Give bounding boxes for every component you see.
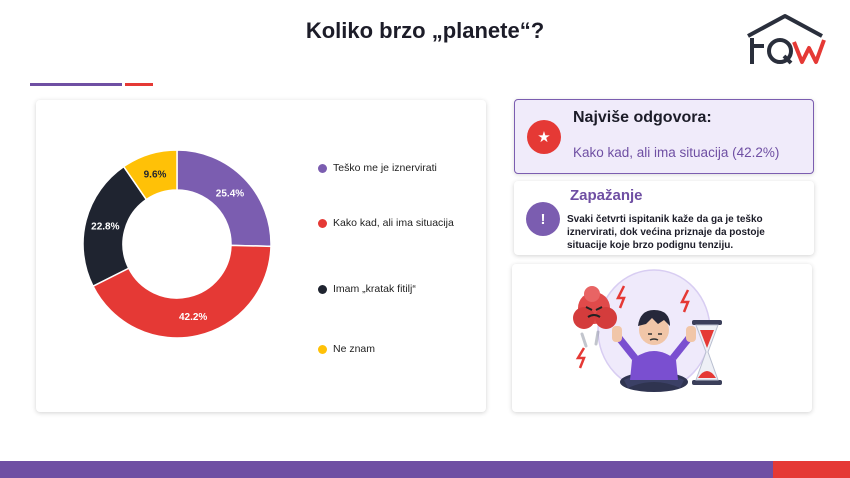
accent-line-purple xyxy=(30,83,122,86)
calm-person-illustration xyxy=(573,269,722,392)
slice-label-4: 9.6% xyxy=(144,169,167,180)
legend-swatch xyxy=(318,218,327,228)
slice-label-1: 25.4% xyxy=(216,188,244,199)
slice-label-3: 22.8% xyxy=(91,222,119,233)
top-answer-value: Kako kad, ali ima situacija (42.2%) xyxy=(573,145,780,160)
lightning-icon xyxy=(679,289,690,313)
legend-item-4: Ne znam xyxy=(318,343,375,355)
top-answer-card: ★ Najviše odgovora: Kako kad, ali ima si… xyxy=(514,99,814,174)
accent-line-red xyxy=(125,83,153,86)
legend-swatch xyxy=(318,163,327,173)
lightning-icon xyxy=(615,285,626,309)
illustration-card xyxy=(512,264,812,412)
footer-bar-red xyxy=(773,461,850,478)
chart-card: 25.4% 42.2% 22.8% 9.6% Teško me je iznervir… xyxy=(36,100,486,412)
page-title: Koliko brzo „planete“? xyxy=(305,18,545,43)
legend-label: Ne znam xyxy=(333,343,376,355)
legend-swatch xyxy=(318,344,327,354)
legend-label: Imam „kratak fitilj“ xyxy=(333,283,416,295)
brand-logo xyxy=(747,14,826,65)
legend-label: Teško me je iznervirati xyxy=(333,162,437,174)
observation-heading: Zapažanje xyxy=(570,187,643,204)
chart-legend: Teško me je iznervirati Kako kad, ali ima… xyxy=(318,100,483,412)
hourglass-icon xyxy=(692,320,722,385)
observation-card: ! Zapažanje Svaki četvrti ispitanik kaže… xyxy=(514,181,814,255)
observation-text: Svaki četvrti ispitanik kaže da ga je te… xyxy=(567,214,765,251)
legend-item-3: Imam „kratak fitilj“ xyxy=(318,283,416,295)
lightning-icon xyxy=(575,347,586,369)
donut-slice-4 xyxy=(122,149,178,201)
angry-cloud-icon xyxy=(573,286,617,348)
footer-bar-purple xyxy=(0,461,773,478)
top-answer-heading: Najviše odgovora: xyxy=(573,109,712,126)
legend-item-2: Kako kad, ali ima situacija xyxy=(318,217,454,229)
slice-label-2: 42.2% xyxy=(179,312,207,323)
donut-chart: 25.4% 42.2% 22.8% 9.6% xyxy=(82,149,272,339)
donut-slice-2 xyxy=(91,244,272,339)
exclamation-icon: ! xyxy=(526,202,560,236)
legend-item-1: Teško me je iznervirati xyxy=(318,162,437,174)
legend-label: Kako kad, ali ima situacija xyxy=(333,217,454,229)
legend-swatch xyxy=(318,284,327,294)
star-icon: ★ xyxy=(527,120,561,154)
person-figure xyxy=(612,310,696,392)
